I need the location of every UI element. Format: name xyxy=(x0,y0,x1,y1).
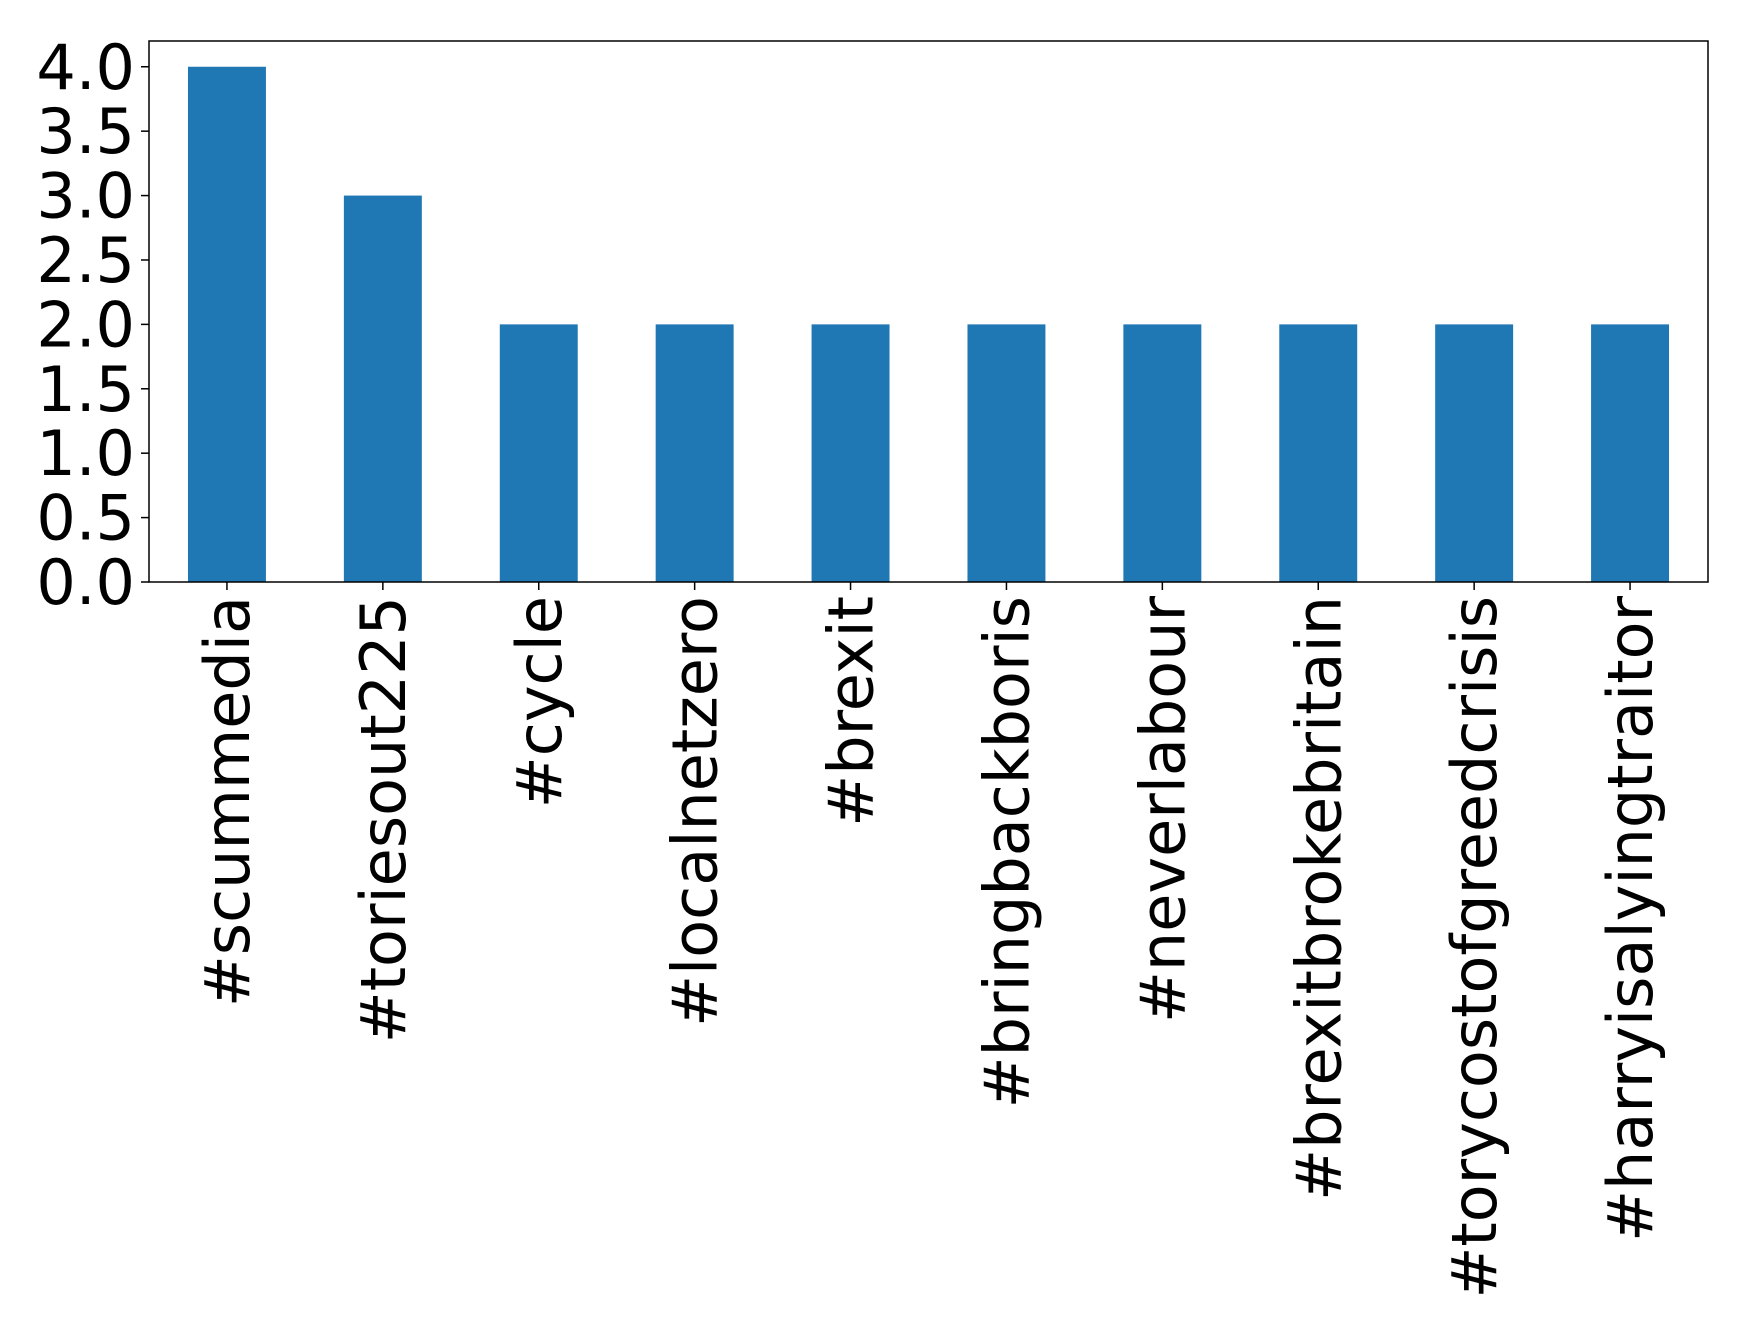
bar xyxy=(655,324,734,582)
bar xyxy=(187,66,266,582)
x-tick-label: #harryisalyingtraitor xyxy=(1594,595,1667,1241)
x-tick-label: #bringbackboris xyxy=(970,596,1043,1108)
x-tick-label: #brexitbrokebritain xyxy=(1282,596,1355,1201)
x-tick-label: #localnetzero xyxy=(659,596,732,1027)
y-tick-label: 2.0 xyxy=(36,288,135,361)
y-tick-label: 2.5 xyxy=(36,224,135,297)
bar xyxy=(499,324,578,582)
y-tick-label: 3.5 xyxy=(36,95,135,168)
bar xyxy=(1591,324,1670,582)
bar xyxy=(811,324,890,582)
x-tick-label: #toriesout225 xyxy=(347,596,420,1043)
y-tick-label: 1.5 xyxy=(36,353,135,426)
bar xyxy=(1279,324,1358,582)
y-tick-label: 1.0 xyxy=(36,417,135,490)
plot-frame xyxy=(148,40,1709,583)
x-tick-label: #neverlabour xyxy=(1126,595,1199,1023)
x-tick-label: #brexit xyxy=(815,596,888,827)
bar xyxy=(343,195,422,583)
y-tick-label: 0.5 xyxy=(36,482,135,555)
y-tick-label: 3.0 xyxy=(36,160,135,233)
x-tick-label: #cycle xyxy=(503,596,576,808)
bar xyxy=(1435,324,1514,582)
y-tick-label: 4.0 xyxy=(36,31,135,104)
x-tick-label: #torycostofgreedcrisis xyxy=(1438,596,1511,1299)
bar xyxy=(967,324,1046,582)
y-tick-label: 0.0 xyxy=(36,546,135,619)
x-tick-label: #scummedia xyxy=(191,596,264,1007)
bar xyxy=(1123,324,1202,582)
